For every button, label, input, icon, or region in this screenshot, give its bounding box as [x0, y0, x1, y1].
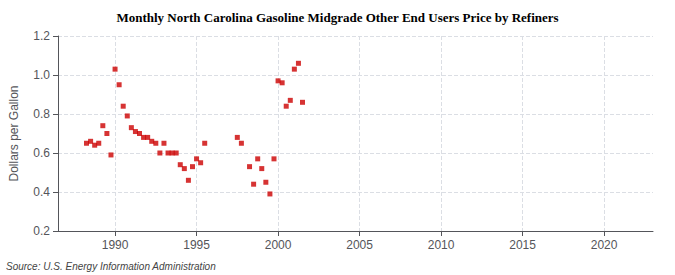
svg-text:2005: 2005: [346, 238, 373, 252]
svg-text:2010: 2010: [428, 238, 455, 252]
svg-text:1.0: 1.0: [33, 68, 50, 82]
svg-text:Monthly North Carolina Gasolin: Monthly North Carolina Gasoline Midgrade…: [116, 10, 558, 25]
svg-text:2015: 2015: [509, 238, 536, 252]
svg-text:0.2: 0.2: [33, 224, 50, 238]
svg-text:Dollars per Gallon: Dollars per Gallon: [7, 85, 21, 181]
svg-text:0.4: 0.4: [33, 185, 50, 199]
svg-text:2020: 2020: [591, 238, 618, 252]
svg-text:Source: U.S. Energy Informatio: Source: U.S. Energy Information Administ…: [6, 261, 216, 272]
svg-text:1995: 1995: [183, 238, 210, 252]
svg-text:1990: 1990: [102, 238, 129, 252]
svg-text:1.2: 1.2: [33, 29, 50, 43]
svg-text:2000: 2000: [265, 238, 292, 252]
svg-text:0.6: 0.6: [33, 146, 50, 160]
svg-text:0.8: 0.8: [33, 107, 50, 121]
